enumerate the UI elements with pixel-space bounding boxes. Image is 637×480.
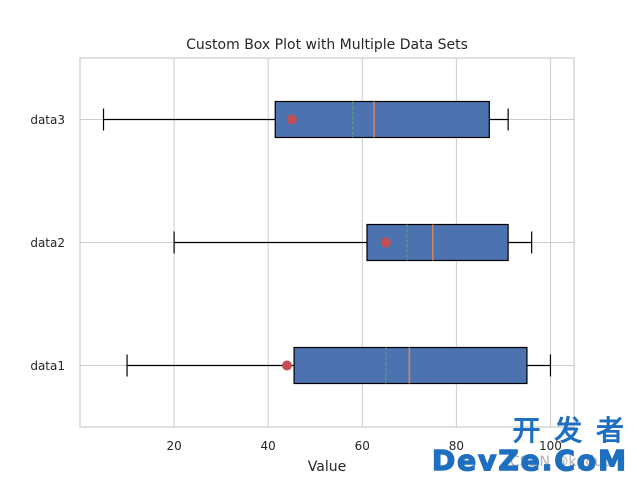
x-tick-label: 80: [449, 439, 464, 453]
plot-frame: [79, 57, 575, 428]
watermark: 开 发 者 CSDN @kgduu DevZe.CoM: [431, 414, 628, 478]
chart-title: Custom Box Plot with Multiple Data Sets: [186, 37, 468, 53]
watermark-cn-text: 开 发 者: [513, 414, 627, 447]
x-tick-label: 20: [166, 439, 181, 453]
flier-point: [286, 114, 297, 125]
y-tick-label: data2: [30, 236, 65, 250]
y-tick-label: data1: [30, 359, 65, 373]
box-iqr: [293, 346, 528, 385]
box-group-data3: [102, 100, 509, 139]
watermark-small-text: CSDN @kgduu: [510, 454, 612, 470]
y-tick-label: data3: [30, 113, 65, 127]
box-group-data2: [173, 223, 533, 262]
box-layer: [102, 100, 552, 385]
x-tick-label: 100: [539, 439, 562, 453]
flier-point: [380, 237, 391, 248]
x-tick-label: 40: [261, 439, 276, 453]
x-axis-label: Value: [308, 459, 346, 475]
tick-labels: 20 40 60 80 100 data1 data2 data3: [30, 113, 562, 453]
box-iqr: [274, 100, 490, 139]
flier-point: [282, 360, 293, 371]
box-group-data1: [126, 346, 552, 385]
watermark-brand-text: DevZe.CoM: [432, 444, 628, 477]
x-tick-label: 60: [355, 439, 370, 453]
